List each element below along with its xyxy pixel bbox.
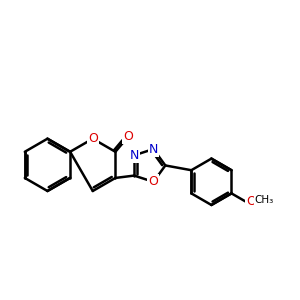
- Text: CH₃: CH₃: [254, 195, 274, 205]
- Text: O: O: [123, 130, 133, 143]
- Text: N: N: [130, 149, 139, 162]
- Text: O: O: [246, 195, 256, 208]
- Text: O: O: [148, 176, 158, 188]
- Text: O: O: [88, 132, 98, 145]
- Text: N: N: [149, 142, 158, 156]
